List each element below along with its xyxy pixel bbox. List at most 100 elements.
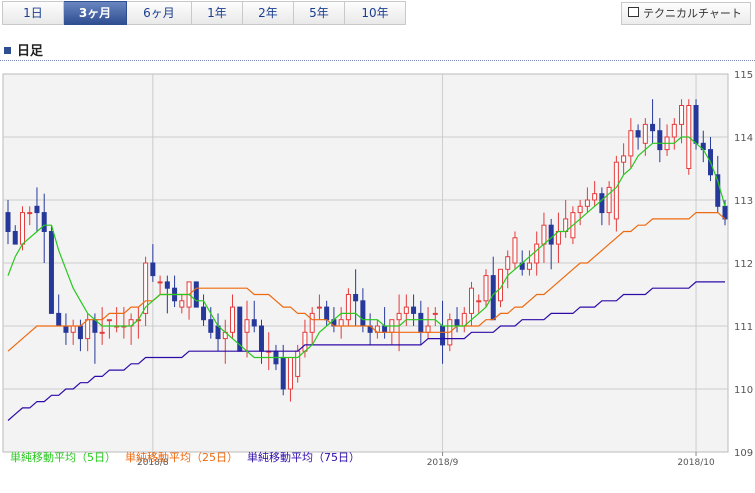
candle-body	[679, 105, 685, 125]
candle-body	[548, 224, 554, 245]
window-icon	[628, 7, 639, 17]
candle-body	[577, 205, 583, 214]
candle-body	[316, 306, 322, 309]
candle-body	[505, 256, 511, 270]
candle-body	[63, 325, 69, 333]
candle-body	[150, 262, 156, 277]
candle-body	[584, 199, 590, 207]
section-title: 日足	[4, 40, 43, 59]
candle-body	[403, 306, 409, 314]
tab-0[interactable]: 1日	[2, 1, 64, 25]
y-tick-label: 113	[734, 196, 753, 207]
candle-body	[635, 130, 641, 138]
candle-body	[244, 319, 250, 333]
candle-body	[56, 312, 62, 327]
y-tick-label: 112	[734, 259, 753, 270]
candle-body	[628, 130, 634, 157]
candle-body	[208, 319, 214, 333]
candle-body	[309, 312, 315, 333]
legend-ma5: 単純移動平均（5日）	[10, 451, 116, 464]
tab-4[interactable]: 2年	[243, 1, 294, 25]
candle-body	[345, 294, 351, 321]
candle-body	[512, 237, 518, 264]
candle-body	[526, 262, 532, 270]
y-tick-label: 114	[734, 133, 753, 144]
legend-ma25: 単純移動平均（25日）	[125, 451, 238, 464]
x-tick-label: 2018/8	[137, 458, 169, 468]
candle-body	[396, 312, 402, 321]
candle-body	[454, 319, 460, 327]
candle-body	[483, 275, 489, 302]
candle-body	[534, 243, 540, 264]
candle-body	[258, 325, 264, 352]
candle-body	[360, 300, 366, 327]
ma75-line	[7, 281, 725, 421]
divider	[0, 60, 755, 61]
square-bullet-icon	[4, 47, 11, 54]
candle-body	[77, 325, 83, 340]
candle-body	[27, 212, 33, 215]
candle-body	[287, 357, 293, 390]
candle-body	[85, 319, 91, 340]
candle-body	[19, 212, 25, 245]
candle-body	[5, 212, 11, 233]
tab-5[interactable]: 5年	[294, 1, 345, 25]
candle-body	[469, 287, 475, 314]
period-tabs: 1日 3ヶ月 6ヶ月 1年 2年 5年 10年	[2, 1, 406, 25]
x-tick-label: 2018/10	[677, 458, 715, 468]
ma25-line	[7, 212, 726, 352]
candle-body	[541, 224, 547, 245]
y-tick-label: 111	[734, 322, 753, 333]
candle-body	[164, 281, 170, 289]
candle-body	[106, 319, 112, 322]
candle-body	[432, 312, 438, 315]
candle-body	[201, 306, 207, 321]
candle-body	[230, 306, 236, 333]
candle-body	[295, 350, 301, 377]
candle-body	[193, 281, 199, 308]
candle-body	[671, 123, 677, 138]
y-tick-label: 109	[734, 448, 753, 459]
candle-body	[251, 319, 257, 327]
candle-body	[41, 212, 47, 233]
candle-body	[179, 300, 185, 308]
candle-body	[592, 193, 598, 201]
candle-body	[599, 193, 605, 214]
tab-6[interactable]: 10年	[345, 1, 406, 25]
candle-body	[143, 262, 149, 314]
candle-body	[34, 205, 40, 214]
candle-body	[302, 331, 308, 352]
legend-ma75: 単純移動平均（75日）	[247, 451, 360, 464]
candle-body	[324, 306, 330, 321]
candle-body	[613, 161, 619, 220]
candle-body	[476, 300, 482, 303]
technical-chart-label: テクニカルチャート	[643, 7, 742, 20]
candle-body	[48, 231, 54, 314]
candle-body	[411, 306, 417, 314]
candle-body	[70, 325, 76, 333]
candle-body	[693, 105, 699, 144]
candle-body	[606, 186, 612, 214]
candle-body	[157, 281, 163, 284]
tab-1[interactable]: 3ヶ月	[64, 1, 127, 25]
candle-body	[382, 325, 388, 333]
candle-body	[657, 130, 663, 151]
candle-body	[642, 123, 648, 144]
candle-body	[353, 294, 359, 302]
candle-body	[12, 231, 18, 245]
candle-body	[440, 325, 446, 346]
candle-body	[338, 319, 344, 327]
y-tick-label: 110	[734, 385, 753, 396]
tab-3[interactable]: 1年	[192, 1, 243, 25]
candle-body	[621, 155, 627, 163]
chart-legend: 単純移動平均（5日） 単純移動平均（25日） 単純移動平均（75日）	[10, 449, 369, 465]
candle-body	[280, 357, 286, 390]
technical-chart-button[interactable]: テクニカルチャート	[621, 2, 751, 25]
y-tick-label: 115	[734, 70, 753, 81]
section-title-text: 日足	[17, 44, 44, 59]
candle-body	[650, 123, 656, 132]
ma5-line	[7, 136, 726, 359]
tab-2[interactable]: 6ヶ月	[127, 1, 192, 25]
candle-body	[715, 174, 721, 207]
